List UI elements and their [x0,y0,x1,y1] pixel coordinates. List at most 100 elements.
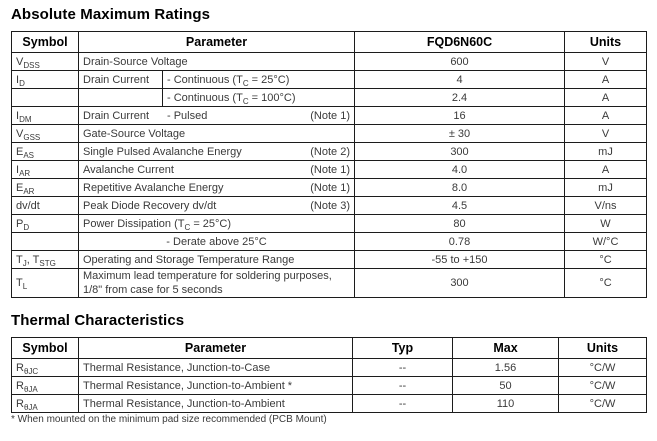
units-cell: mJ [564,142,647,161]
table-row-tj-tstg: TJ, TSTG Operating and Storage Temperatu… [11,250,647,269]
symbol-cell: EAS [11,142,79,161]
units-cell: °C/W [558,376,647,395]
table-row-rthja: RθJA Thermal Resistance, Junction-to-Amb… [11,394,647,413]
section-title-thermal-characteristics: Thermal Characteristics [11,312,185,329]
max-cell: 50 [452,376,559,395]
thermal-characteristics-table: Symbol Parameter Typ Max Units RθJC Ther… [11,337,647,413]
parameter-cell: Single Pulsed Avalanche Energy (Note 2) [78,142,355,161]
parameter-segments: Repetitive Avalanche Energy (Note 1) [83,182,350,194]
parameter-sub-cell: Drain Current [78,70,163,89]
parameter-label: Peak Diode Recovery dv/dt [83,199,217,212]
typ-cell: -- [352,376,453,395]
col-header-symbol: Symbol [11,31,79,53]
parameter-cell: Peak Diode Recovery dv/dt (Note 3) [78,196,355,215]
value-cell: ± 30 [354,124,565,143]
parameter-segments: Drain Current - Pulsed (Note 1) [83,110,350,122]
symbol-cell: IAR [11,160,79,179]
symbol-cell: TJ, TSTG [11,250,79,269]
value-cell: 0.78 [354,232,565,251]
units-cell: °C/W [558,394,647,413]
col-header-units: Units [564,31,647,53]
units-cell: A [564,88,647,107]
units-cell: mJ [564,178,647,197]
units-cell: V [564,52,647,71]
symbol-cell: IDM [11,106,79,125]
symbol-cell [11,88,79,107]
value-cell: -55 to +150 [354,250,565,269]
parameter-label: Avalanche Current [83,163,174,176]
thermal-table-body: RθJC Thermal Resistance, Junction-to-Cas… [11,358,647,413]
units-cell: °C [564,268,647,298]
symbol-cell: RθJA [11,394,79,413]
symbol-cell: VGSS [11,124,79,143]
parameter-segments: Avalanche Current (Note 1) [83,164,350,176]
units-cell: A [564,70,647,89]
parameter-line-2: 1/8" from case for 5 seconds [83,284,223,296]
parameter-cell: Maximum lead temperature for soldering p… [78,268,355,298]
units-cell: °C/W [558,358,647,377]
value-cell: 300 [354,268,565,298]
note-ref: (Note 3) [310,199,350,212]
units-cell: V [564,124,647,143]
note-ref: (Note 1) [310,181,350,194]
value-cell: 16 [354,106,565,125]
parameter-label: Single Pulsed Avalanche Energy [83,145,242,158]
col-header-part-number: FQD6N60C [354,31,565,53]
table-row-pd: PD Power Dissipation (TC = 25°C) 80 W [11,214,647,233]
note-ref: (Note 2) [310,145,350,158]
col-header-max: Max [452,337,559,359]
parameter-cell: Operating and Storage Temperature Range [78,250,355,269]
table-row-ear: EAR Repetitive Avalanche Energy (Note 1)… [11,178,647,197]
parameter-label: Repetitive Avalanche Energy [83,181,224,194]
table-row-id-25c: ID Drain Current - Continuous (TC = 25°C… [11,70,647,89]
symbol-cell: ID [11,70,79,89]
parameter-cell: Repetitive Avalanche Energy (Note 1) [78,178,355,197]
parameter-cell: Thermal Resistance, Junction-to-Ambient [78,394,353,413]
table-row-id-100c: - Continuous (TC = 100°C) 2.4 A [11,88,647,107]
symbol-cell: TL [11,268,79,298]
table-row-dvdt: dv/dt Peak Diode Recovery dv/dt (Note 3)… [11,196,647,215]
table-row-derate: - Derate above 25°C 0.78 W/°C [11,232,647,251]
typ-cell: -- [352,358,453,377]
parameter-segments: Peak Diode Recovery dv/dt (Note 3) [83,200,350,212]
table-row-vgss: VGSS Gate-Source Voltage ± 30 V [11,124,647,143]
parameter-cell: Drain Current - Pulsed (Note 1) [78,106,355,125]
parameter-condition: - Pulsed [167,109,208,122]
col-header-units: Units [558,337,647,359]
table-header-row: Symbol Parameter FQD6N60C Units [11,31,647,53]
value-cell: 4.5 [354,196,565,215]
col-header-typ: Typ [352,337,453,359]
value-cell: 300 [354,142,565,161]
table-row-rthjc: RθJC Thermal Resistance, Junction-to-Cas… [11,358,647,377]
amr-table-body: VDSS Drain-Source Voltage 600 V ID Drain… [11,52,647,298]
symbol-cell: EAR [11,178,79,197]
parameter-label: Drain Current [83,109,150,122]
value-cell: 2.4 [354,88,565,107]
parameter-sub-cell [78,88,163,107]
units-cell: °C [564,250,647,269]
parameter-cell: Avalanche Current (Note 1) [78,160,355,179]
parameter-cell: Power Dissipation (TC = 25°C) [78,214,355,233]
symbol-cell: RθJC [11,358,79,377]
table-header-row: Symbol Parameter Typ Max Units [11,337,647,359]
symbol-cell: PD [11,214,79,233]
parameter-cell: Thermal Resistance, Junction-to-Case [78,358,353,377]
pcb-mount-footnote: * When mounted on the minimum pad size r… [11,414,327,425]
table-row-rthja-pcb: RθJA Thermal Resistance, Junction-to-Amb… [11,376,647,395]
table-row-iar: IAR Avalanche Current (Note 1) 4.0 A [11,160,647,179]
note-ref: (Note 1) [310,163,350,176]
units-cell: A [564,106,647,125]
absolute-maximum-ratings-table: Symbol Parameter FQD6N60C Units VDSS Dra… [11,31,647,298]
table-row-vdss: VDSS Drain-Source Voltage 600 V [11,52,647,71]
max-cell: 110 [452,394,559,413]
table-row-tl: TL Maximum lead temperature for solderin… [11,268,647,298]
value-cell: 8.0 [354,178,565,197]
parameter-segments: Single Pulsed Avalanche Energy (Note 2) [83,146,350,158]
section-title-absolute-maximum-ratings: Absolute Maximum Ratings [11,6,211,23]
units-cell: V/ns [564,196,647,215]
units-cell: A [564,160,647,179]
units-cell: W/°C [564,232,647,251]
parameter-cell: Gate-Source Voltage [78,124,355,143]
parameter-cell: Thermal Resistance, Junction-to-Ambient … [78,376,353,395]
